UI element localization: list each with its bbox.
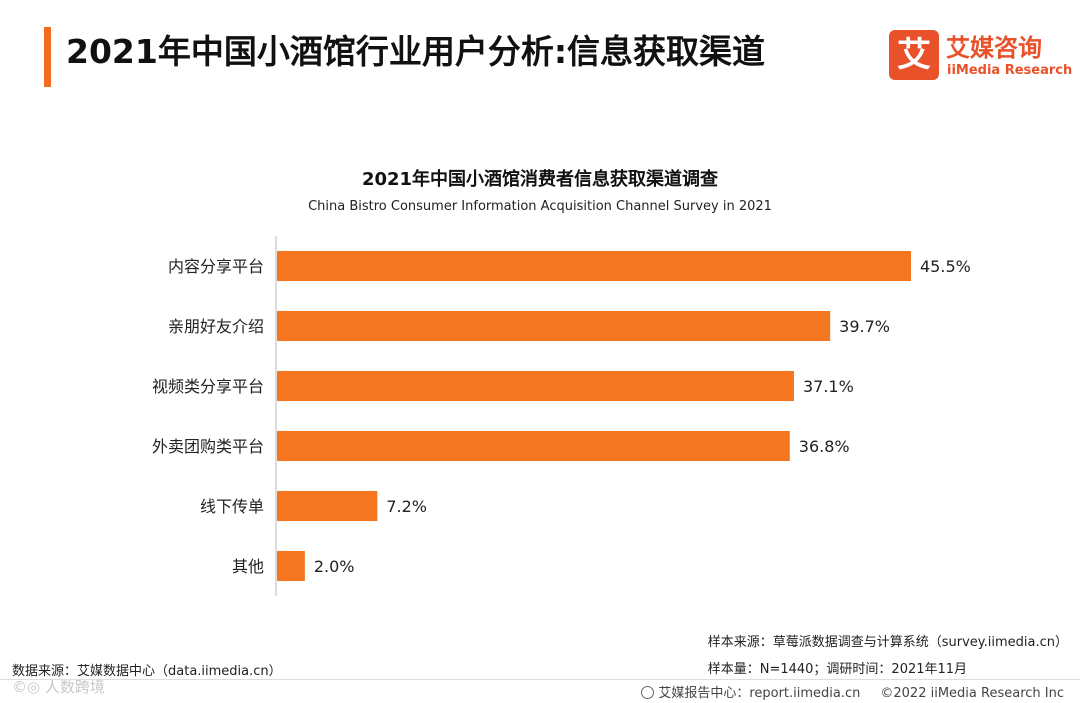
value-label: 39.7% xyxy=(839,317,890,336)
category-label: 线下传单 xyxy=(200,497,264,516)
bar xyxy=(277,311,831,341)
brand-name-en: iiMedia Research xyxy=(947,63,1073,78)
footer-sample-info: 样本来源：草莓派数据调查与计算系统（survey.iimedia.cn） 样本量… xyxy=(708,634,1068,688)
bar xyxy=(277,431,790,461)
data-source: 数据来源：艾媒数据中心（data.iimedia.cn） xyxy=(12,664,282,679)
bar xyxy=(277,491,378,521)
title-accent-bar xyxy=(44,27,51,87)
category-label: 视频类分享平台 xyxy=(152,377,264,396)
brand-name-cn: 艾媒咨询 xyxy=(946,34,1042,62)
chart-title: 2021年中国小酒馆消费者信息获取渠道调查 xyxy=(361,169,719,190)
sample-source: 样本来源：草莓派数据调查与计算系统（survey.iimedia.cn） xyxy=(707,635,1068,650)
value-label: 7.2% xyxy=(386,497,427,516)
report-center-link[interactable]: 艾媒报告中心：report.iimedia.cn xyxy=(658,686,861,701)
bar xyxy=(277,551,305,581)
bar xyxy=(277,371,794,401)
brand-logo-icon: 艾 xyxy=(889,30,939,80)
category-label: 内容分享平台 xyxy=(168,257,264,276)
value-label: 37.1% xyxy=(803,377,854,396)
footer-divider xyxy=(0,679,1080,680)
category-label: 亲朋好友介绍 xyxy=(168,317,264,336)
value-label: 36.8% xyxy=(799,437,850,456)
brand-logo: 艾 艾媒咨询 iiMedia Research xyxy=(889,30,1072,82)
bar xyxy=(277,251,911,281)
footer-bar: 艾媒报告中心：report.iimedia.cn ©2022 iiMedia Re… xyxy=(641,682,1064,701)
chart-subtitle: China Bistro Consumer Information Acquis… xyxy=(308,199,772,214)
sample-size: 样本量：N=1440；调研时间：2021年11月 xyxy=(707,662,968,677)
copyright: ©2022 iiMedia Research Inc xyxy=(880,686,1064,701)
watermark: ©◎ 人数跨境 xyxy=(12,678,105,696)
category-label: 外卖团购类平台 xyxy=(152,437,264,456)
page-title: 2021年中国小酒馆行业用户分析:信息获取渠道 xyxy=(66,32,766,71)
value-label: 45.5% xyxy=(920,257,971,276)
value-label: 2.0% xyxy=(314,557,355,576)
category-label: 其他 xyxy=(232,557,264,576)
globe-icon xyxy=(641,686,655,699)
